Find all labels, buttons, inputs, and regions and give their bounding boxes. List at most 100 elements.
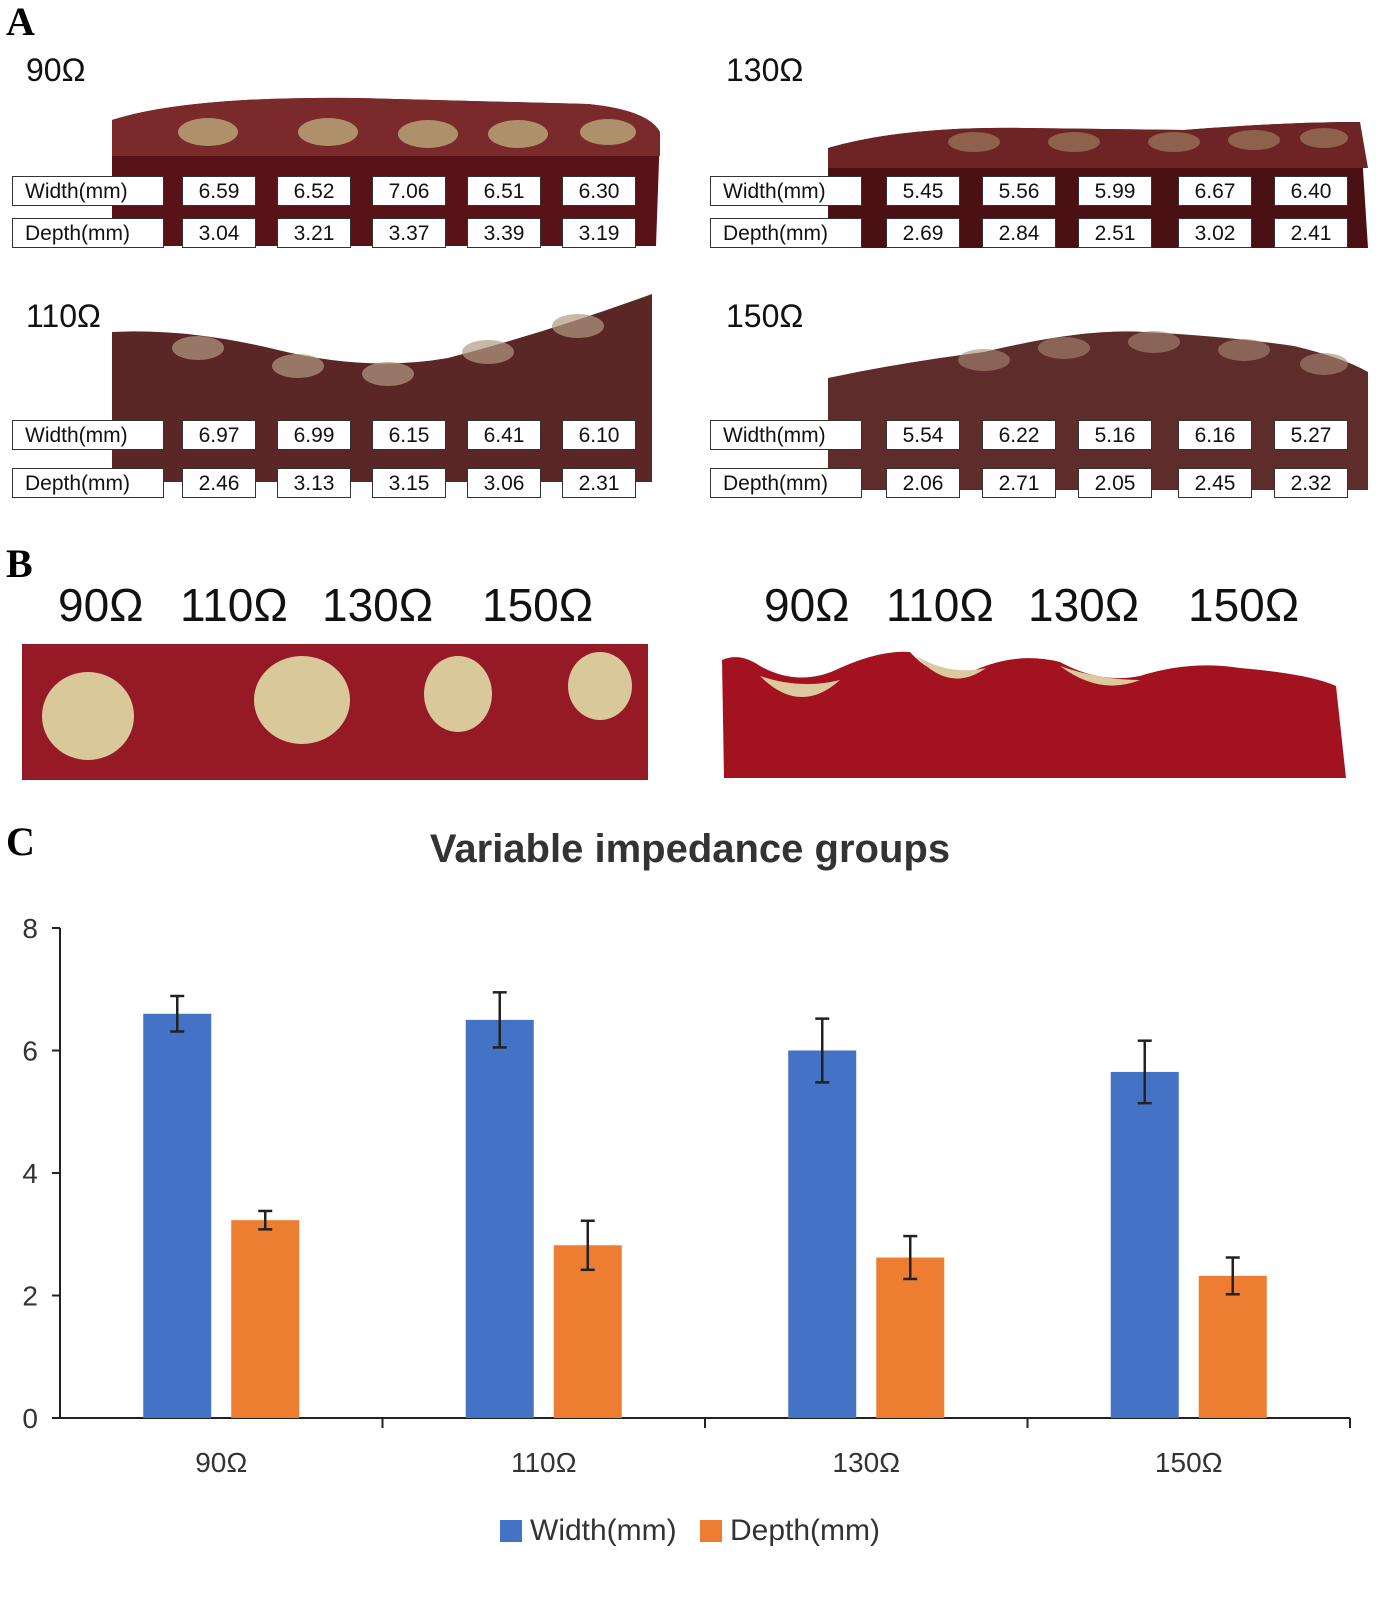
bar-width: [143, 1013, 212, 1418]
depth-value: 3.39: [467, 218, 541, 248]
width-value: 5.45: [886, 176, 960, 206]
tissue-photo-150: [828, 331, 1368, 490]
b-right-label: 150Ω: [1188, 579, 1300, 631]
group-title-110: 110Ω: [26, 298, 101, 334]
width-value: 6.99: [277, 420, 351, 450]
group-title-90: 90Ω: [26, 52, 86, 88]
depth-value: 3.06: [467, 468, 541, 498]
width-value: 5.27: [1274, 420, 1348, 450]
tissue-photo-cross-section: [722, 651, 1346, 778]
width-value: 6.16: [1178, 420, 1252, 450]
panel-label-b: B: [6, 541, 33, 586]
legend-item: Depth(mm): [700, 1514, 880, 1547]
depth-value: 2.46: [182, 468, 256, 498]
width-row-label: Width(mm): [12, 176, 164, 206]
width-value: 7.06: [372, 176, 446, 206]
width-value: 5.54: [886, 420, 960, 450]
width-value: 5.56: [982, 176, 1056, 206]
error-bar: [580, 1219, 595, 1272]
panel-label-c: C: [6, 819, 35, 864]
b-left-label: 90Ω: [58, 579, 144, 631]
width-row-label: Width(mm): [710, 176, 862, 206]
depth-value: 3.19: [562, 218, 636, 248]
depth-value: 3.04: [182, 218, 256, 248]
width-value: 6.30: [562, 176, 636, 206]
legend-label: Depth(mm): [730, 1514, 880, 1547]
width-value: 6.59: [182, 176, 256, 206]
error-bar: [1137, 1039, 1152, 1105]
depth-value: 3.13: [277, 468, 351, 498]
depth-value: 3.37: [372, 218, 446, 248]
bar-width: [465, 1019, 534, 1418]
depth-value: 2.06: [886, 468, 960, 498]
legend-label: Width(mm): [530, 1514, 677, 1547]
depth-value: 2.71: [982, 468, 1056, 498]
bar-depth: [1198, 1275, 1267, 1418]
chart-title: Variable impedance groups: [430, 827, 950, 871]
y-tick-label: 4: [22, 1158, 38, 1189]
depth-row-label: Depth(mm): [710, 218, 862, 248]
bar-width: [788, 1050, 857, 1418]
width-value: 6.22: [982, 420, 1056, 450]
width-row-label: Width(mm): [710, 420, 862, 450]
width-value: 5.99: [1078, 176, 1152, 206]
depth-row-label: Depth(mm): [710, 468, 862, 498]
b-left-label: 110Ω: [180, 579, 288, 631]
width-value: 6.67: [1178, 176, 1252, 206]
group-title-150: 150Ω: [726, 298, 804, 334]
group-title-130: 130Ω: [726, 52, 804, 88]
bar-depth: [876, 1257, 945, 1418]
width-value: 6.15: [372, 420, 446, 450]
depth-value: 3.21: [277, 218, 351, 248]
b-right-label: 130Ω: [1028, 579, 1140, 631]
b-right-label: 90Ω: [764, 579, 850, 631]
panel-b-left-labels: 90Ω 110Ω 130Ω 150Ω: [0, 578, 700, 634]
y-tick-label: 6: [22, 1036, 38, 1067]
error-bar: [258, 1209, 273, 1231]
depth-row-label: Depth(mm): [12, 218, 164, 248]
depth-value: 3.15: [372, 468, 446, 498]
x-tick-label: 90Ω: [195, 1447, 247, 1478]
error-bar: [170, 994, 185, 1033]
b-left-label: 150Ω: [482, 579, 594, 631]
b-left-label: 130Ω: [322, 579, 434, 631]
width-row-label: Width(mm): [12, 420, 164, 450]
error-bar: [492, 991, 507, 1049]
error-bar: [815, 1017, 830, 1084]
tissue-photo-surface: [22, 644, 648, 780]
width-value: 6.97: [182, 420, 256, 450]
depth-value: 2.32: [1274, 468, 1348, 498]
width-value: 6.40: [1274, 176, 1348, 206]
tissue-photo-90: [112, 97, 660, 246]
width-value: 6.41: [467, 420, 541, 450]
bar-chart: Variable impedance groups 0 2 4 6 8 90Ω 110Ω 1…: [22, 827, 1351, 1547]
y-tick-label: 0: [22, 1403, 38, 1434]
legend-item: Width(mm): [500, 1514, 677, 1547]
depth-value: 2.84: [982, 218, 1056, 248]
bar-width: [1110, 1071, 1179, 1418]
depth-value: 2.31: [562, 468, 636, 498]
depth-value: 2.05: [1078, 468, 1152, 498]
x-tick-label: 130Ω: [832, 1447, 900, 1478]
y-tick-label: 2: [22, 1281, 38, 1312]
panel-b-right-labels: 90Ω 110Ω 130Ω 150Ω: [700, 578, 1400, 634]
bar-depth: [553, 1245, 622, 1418]
error-bar: [1225, 1256, 1240, 1296]
width-value: 5.16: [1078, 420, 1152, 450]
x-tick-label: 150Ω: [1155, 1447, 1223, 1478]
depth-value: 3.02: [1178, 218, 1252, 248]
panel-label-a: A: [6, 0, 35, 44]
width-value: 6.10: [562, 420, 636, 450]
width-value: 6.52: [277, 176, 351, 206]
bar-depth: [231, 1220, 300, 1418]
depth-row-label: Depth(mm): [12, 468, 164, 498]
error-bar: [903, 1234, 918, 1281]
depth-value: 2.45: [1178, 468, 1252, 498]
b-right-label: 110Ω: [886, 579, 994, 631]
tissue-photo-110: [112, 294, 652, 482]
depth-value: 2.69: [886, 218, 960, 248]
x-tick-label: 110Ω: [511, 1447, 577, 1478]
depth-value: 2.41: [1274, 218, 1348, 248]
legend-swatch: [700, 1520, 722, 1542]
legend-swatch: [500, 1520, 522, 1542]
